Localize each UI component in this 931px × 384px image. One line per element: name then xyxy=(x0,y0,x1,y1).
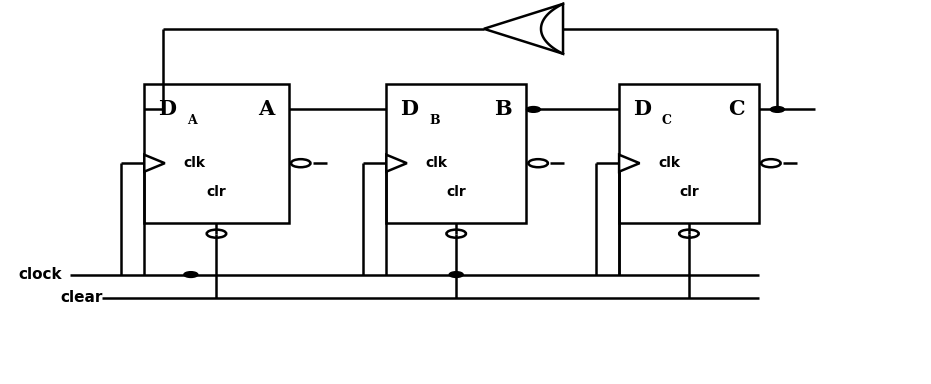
Text: D: D xyxy=(158,99,176,119)
Text: clr: clr xyxy=(446,185,466,199)
Text: C: C xyxy=(662,114,672,127)
Text: clk: clk xyxy=(183,156,206,170)
Circle shape xyxy=(449,272,464,277)
Polygon shape xyxy=(386,155,407,172)
Text: D: D xyxy=(633,99,651,119)
Polygon shape xyxy=(619,84,759,223)
Polygon shape xyxy=(619,155,640,172)
Circle shape xyxy=(184,272,197,277)
Polygon shape xyxy=(484,4,563,54)
Circle shape xyxy=(771,107,784,112)
Text: clock: clock xyxy=(19,267,62,282)
Text: clear: clear xyxy=(61,290,103,305)
Text: clr: clr xyxy=(679,185,699,199)
Text: A: A xyxy=(187,114,196,127)
Polygon shape xyxy=(144,155,165,172)
Text: A: A xyxy=(259,99,275,119)
Polygon shape xyxy=(144,84,289,223)
Text: D: D xyxy=(400,99,418,119)
Text: clk: clk xyxy=(425,156,448,170)
Polygon shape xyxy=(386,84,526,223)
Text: clr: clr xyxy=(207,185,226,199)
Text: B: B xyxy=(429,114,439,127)
Text: clk: clk xyxy=(658,156,681,170)
Text: C: C xyxy=(728,99,745,119)
Circle shape xyxy=(527,107,540,112)
Text: B: B xyxy=(494,99,512,119)
